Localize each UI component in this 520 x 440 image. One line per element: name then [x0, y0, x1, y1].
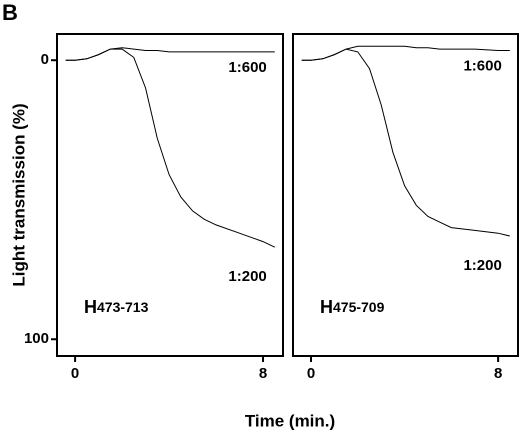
x-tick-label: 0	[307, 365, 315, 382]
annotation-letter: H	[320, 297, 333, 317]
series-label: 1:200	[463, 257, 501, 274]
annotation-range: 475-709	[333, 299, 385, 315]
y-tick-label: 100	[24, 330, 49, 347]
panel-letter: B	[2, 0, 18, 25]
annotation-range: 473-713	[97, 299, 149, 315]
x-tick-label: 0	[71, 365, 79, 382]
x-tick-label: 8	[494, 365, 502, 382]
series-label: 1:600	[228, 59, 266, 76]
y-axis-label: Light transmission (%)	[9, 103, 28, 286]
data-line	[301, 48, 510, 237]
x-axis-label: Time (min.)	[245, 411, 335, 430]
series-label: 1:600	[463, 57, 501, 74]
panel-annotation: H475-709	[320, 297, 385, 317]
data-line	[65, 48, 276, 248]
annotation-letter: H	[84, 297, 97, 317]
y-tick-label: 0	[41, 51, 49, 68]
plot-frame	[56, 33, 284, 357]
panel-annotation: H473-713	[84, 297, 149, 317]
x-tick-label: 8	[259, 365, 267, 382]
series-label: 1:200	[228, 268, 266, 285]
plot-frame	[292, 33, 519, 357]
